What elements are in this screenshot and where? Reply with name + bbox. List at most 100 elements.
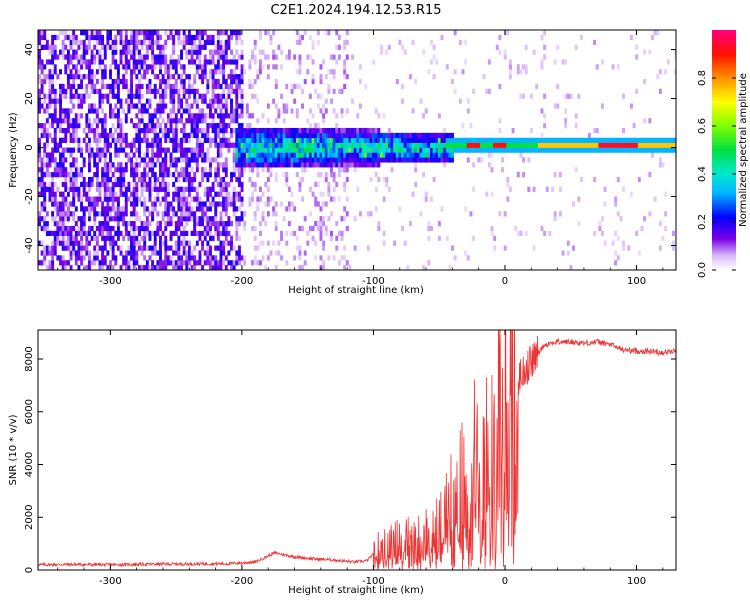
spectrogram-cell <box>206 250 210 256</box>
spectrogram-cell <box>145 44 149 50</box>
spectrogram-cell <box>608 147 612 153</box>
spectrogram-cell <box>140 137 144 143</box>
spectrogram-cell <box>256 162 260 168</box>
spectrogram-cell <box>272 211 276 217</box>
spectrogram-cell <box>193 230 197 237</box>
spectrogram-cell <box>69 132 73 139</box>
spectrogram-cell <box>232 142 236 148</box>
spectrogram-cell <box>87 201 91 207</box>
spectrogram-cell <box>253 235 257 241</box>
spectrogram-cell <box>277 113 281 119</box>
spectrogram-cell <box>327 152 331 158</box>
spectrogram-cell <box>45 44 49 50</box>
spectrogram-cell <box>274 225 278 232</box>
spectrogram-cell <box>72 181 76 188</box>
spectrogram-cell <box>458 147 462 153</box>
spectrogram-cell <box>72 235 76 241</box>
spectrogram-cell <box>43 250 47 256</box>
spectrogram-cell <box>280 230 283 237</box>
spectrogram-cell <box>658 221 662 227</box>
spectrogram-cell <box>66 191 70 197</box>
spectrogram-cell <box>211 265 215 270</box>
spectrogram-cell <box>185 39 189 45</box>
spectrogram-cell <box>577 137 581 143</box>
spectrogram-cell <box>272 137 276 143</box>
spectrogram-cell <box>219 69 223 75</box>
spectrogram-cell <box>143 230 147 237</box>
spectrogram-cell <box>132 196 136 202</box>
spectrogram-cell <box>111 88 115 94</box>
spectrogram-cell <box>193 59 197 65</box>
spectrogram-cell <box>87 265 91 270</box>
spectrogram-cell <box>82 221 86 227</box>
spectrogram-cell <box>38 88 41 94</box>
spectrogram-cell <box>540 34 544 41</box>
spectrogram-cell <box>353 167 357 173</box>
spectrogram-cell <box>522 172 526 178</box>
spectrogram-cell <box>80 216 84 222</box>
spectrogram-cell <box>198 93 202 99</box>
spectrogram-cell <box>103 142 107 148</box>
spectrogram-cell <box>593 147 597 153</box>
spectrogram-cell <box>180 137 183 143</box>
spectrogram-cell <box>348 265 352 270</box>
spectrogram-cell <box>77 255 81 261</box>
spectrogram-cell <box>140 74 144 80</box>
spectrogram-cell <box>543 54 547 60</box>
spectrogram-cell <box>401 157 404 163</box>
spectrogram-cell <box>38 74 41 80</box>
spectrogram-cell <box>193 127 197 134</box>
spectrogram-cell <box>103 181 107 188</box>
spectrogram-cell <box>80 196 84 202</box>
spectrogram-cell <box>151 59 155 65</box>
spectrogram-cell <box>101 211 105 217</box>
spectrogram-cell <box>259 147 262 153</box>
spectrogram-cell <box>43 132 47 139</box>
spectrogram-cell <box>330 127 333 134</box>
spectrogram-cell <box>43 225 47 232</box>
spectrogram-cell <box>337 147 341 153</box>
spectrogram-cell <box>345 54 349 60</box>
spectrogram-cell <box>209 98 212 104</box>
spectrogram-cell <box>130 93 134 99</box>
spectrogram-cell <box>540 225 544 232</box>
spectrogram-cell <box>77 69 81 75</box>
spectrogram-cell <box>474 137 478 143</box>
spectrogram-cell <box>253 245 257 251</box>
spectrogram-cell <box>206 78 210 85</box>
spectrogram-cell <box>98 245 102 251</box>
spectrogram-cell <box>327 127 331 134</box>
spectrogram-cell <box>222 245 226 251</box>
spectrogram-cell <box>316 225 320 232</box>
spectrogram-cell <box>311 137 315 143</box>
spectrogram-cell <box>335 132 339 139</box>
spectrogram-cell <box>59 152 62 158</box>
spectrogram-cell <box>93 235 97 241</box>
spectrogram-cell <box>177 54 181 60</box>
spectrogram-cell <box>114 181 118 188</box>
spectrogram-cell <box>232 30 236 36</box>
spectrogram-cell <box>40 132 44 139</box>
spectrogram-cell <box>369 127 373 134</box>
spectrogram-cell <box>111 225 115 232</box>
spectrogram-cell <box>316 127 320 134</box>
spectrogram-cell <box>164 137 168 143</box>
spectrogram-cell <box>216 39 220 45</box>
spectrogram-cell <box>259 34 262 41</box>
spectrogram-cell <box>159 98 162 104</box>
spectrogram-cell <box>156 132 160 139</box>
spectrogram-cell <box>53 49 57 55</box>
spectrogram-cell <box>335 123 339 129</box>
spectrogram-cell <box>243 132 247 139</box>
spectrogram-cell <box>259 142 262 148</box>
spectrogram-cell <box>172 181 176 188</box>
spectrogram-cell <box>59 123 62 129</box>
spectrogram-cell <box>51 78 55 85</box>
spectrogram-cell <box>343 167 347 173</box>
spectrogram-cell <box>69 93 73 99</box>
spectrogram-cell <box>143 181 147 188</box>
spectrogram-cell <box>635 88 639 94</box>
spectrogram-cell <box>272 206 276 212</box>
spectrogram-cell <box>330 235 333 241</box>
